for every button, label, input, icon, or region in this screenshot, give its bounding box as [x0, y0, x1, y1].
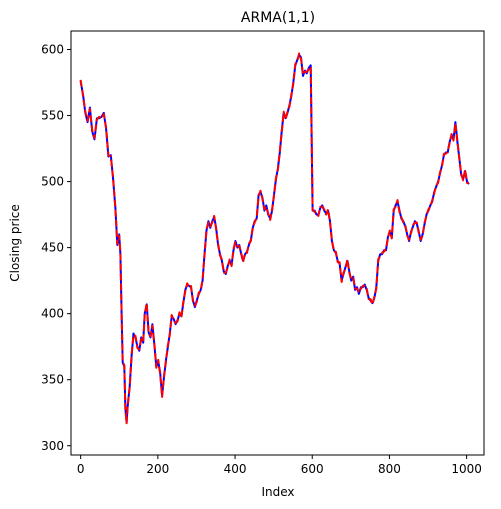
- y-tick-label: 600: [41, 42, 64, 56]
- plot-frame: [70, 30, 485, 456]
- series-layer: [79, 52, 470, 425]
- series-line-2: [79, 52, 469, 425]
- y-axis: 300 350 400 450 500 550 600: [41, 42, 71, 453]
- x-tick-label: 1000: [451, 462, 482, 476]
- y-tick-label: 450: [41, 241, 64, 255]
- x-axis-label: Index: [261, 485, 294, 499]
- y-tick-label: 550: [41, 109, 64, 123]
- chart-title: ARMA(1,1): [241, 10, 315, 26]
- x-tick-label: 0: [77, 462, 85, 476]
- series-line-1: [79, 53, 470, 423]
- x-tick-label: 400: [224, 462, 247, 476]
- y-axis-label: Closing price: [8, 204, 22, 282]
- x-tick-label: 800: [378, 462, 401, 476]
- y-tick-label: 300: [41, 439, 64, 453]
- y-tick-label: 400: [41, 307, 64, 321]
- y-tick-label: 350: [41, 373, 64, 387]
- x-tick-label: 600: [301, 462, 324, 476]
- x-tick-label: 200: [146, 462, 169, 476]
- x-axis: 0 200 400 600 800 1000: [77, 455, 482, 476]
- y-tick-label: 500: [41, 175, 64, 189]
